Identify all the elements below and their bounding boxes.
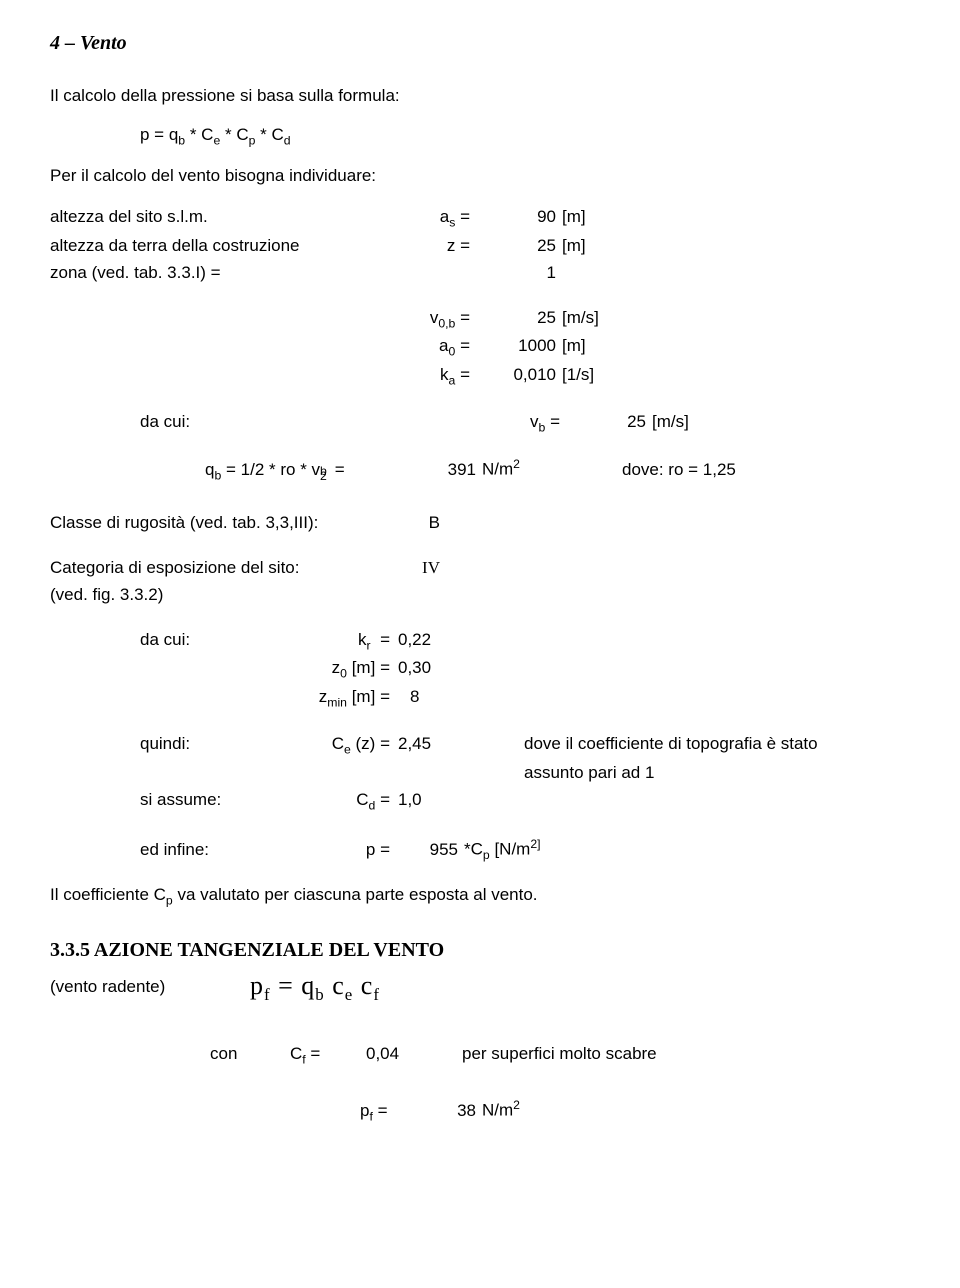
v0b-unit: [m/s] [562,305,622,334]
roughness-row: Classe di rugosità (ved. tab. 3,3,III): … [50,510,446,537]
intro-text-2: Per il calcolo del vento bisogna individ… [50,165,920,188]
a0-val: 1000 [476,333,562,362]
height-value: 25 [476,233,562,260]
kr-sym: kr = [270,627,398,656]
exposure-row: Categoria di esposizione del sito: IV (v… [50,555,446,609]
ce-sym: Ce (z) = [270,731,398,760]
section-335: 3.3.5 AZIONE TANGENZIALE DEL VENTO [50,937,920,964]
ce-val: 2,45 [398,731,464,760]
pf-val: 38 [426,1095,482,1127]
roughness-val: B [380,510,446,537]
ka-sym: ka = [400,362,476,391]
vento-radente-row: (vento radente) pf = qb ce cf [50,968,920,1007]
exposure-label2: (ved. fig. 3.3.2) [50,582,380,609]
qb-note: dove: ro = 1,25 [552,454,736,486]
ce-table: quindi: Ce (z) = 2,45 dove il coefficien… [140,731,818,816]
assume-label: si assume: [140,787,270,816]
section-335-title: 3.3.5 AZIONE TANGENZIALE DEL VENTO [50,937,920,964]
vb-sym: vb = [490,409,566,438]
qb-val: 391 [406,454,482,486]
kr-table: da cui: kr = 0,22 z0 [m] = 0,30 zmin [m]… [140,627,476,714]
zone-value: 1 [476,260,562,287]
z0-sym: z0 [m] = [270,655,398,684]
pressure-formula: p = qb * Ce * Cp * Cd [140,124,920,149]
infine-label: ed infine: [140,834,270,866]
altitude-sym: as = [410,204,476,233]
ce-note1: dove il coefficiente di topografia è sta… [464,731,818,760]
cd-val: 1,0 [398,787,464,816]
dacui-label: da cui: [50,409,490,438]
cf-val: 0,04 [366,1041,442,1070]
kr-dacui: da cui: [140,627,270,656]
vb-unit: [m/s] [652,409,712,438]
qb-formula-row: qb = 1/2 * ro * vb2 = 391 N/m2 dove: ro … [205,454,736,486]
ce-note2: assunto pari ad 1 [464,760,818,787]
cd-sym: Cd = [270,787,398,816]
ka-val: 0,010 [476,362,562,391]
pf-result-row: pf = 38 N/m2 [360,1095,542,1127]
pf-unit: N/m2 [482,1095,542,1127]
a0-unit: [m] [562,333,622,362]
pressure-result-row: ed infine: p = 955 *Cp [N/m2] [140,834,624,866]
pf-equation: pf = qb ce cf [250,968,380,1007]
v0b-sym: v0,b = [400,305,476,334]
cp-sentence: Il coefficiente Cp va valutato per ciasc… [50,884,920,909]
altitude-label: altezza del sito s.l.m. [50,204,410,233]
zmin-sym: zmin [m] = [270,684,398,713]
quindi-label: quindi: [140,731,270,760]
con-label: con [210,1041,290,1070]
vento-radente-label: (vento radente) [50,976,250,999]
section-heading: 4 – Vento [50,30,920,57]
v0b-val: 25 [476,305,562,334]
z0-val: 0,30 [398,655,476,684]
exposure-val: IV [380,555,446,582]
a0-sym: a0 = [400,333,476,362]
height-sym: z = [410,233,476,260]
roughness-label: Classe di rugosità (ved. tab. 3,3,III): [50,510,380,537]
qb-unit: N/m2 [482,454,552,486]
zone-label: zona (ved. tab. 3.3.I) = [50,260,410,287]
vb-val: 25 [566,409,652,438]
p-sym: p = [270,834,398,866]
wind-parameters-table: v0,b = 25 [m/s] a0 = 1000 [m] ka = 0,010… [400,305,622,392]
exposure-label1: Categoria di esposizione del sito: [50,555,380,582]
cf-note: per superfici molto scabre [442,1041,657,1070]
cf-row: con Cf = 0,04 per superfici molto scabre [210,1041,657,1070]
cf-sym: Cf = [290,1041,366,1070]
qb-expr: qb = 1/2 * ro * vb2 = [205,454,406,486]
height-label: altezza da terra della costruzione [50,233,410,260]
zmin-val: 8 [398,684,476,713]
altitude-unit: [m] [562,204,622,233]
height-unit: [m] [562,233,622,260]
altitude-value: 90 [476,204,562,233]
p-unit: *Cp [N/m2] [464,834,624,866]
intro-text-1: Il calcolo della pressione si basa sulla… [50,85,920,108]
input-parameters-table: altezza del sito s.l.m. as = 90 [m] alte… [50,204,622,287]
kr-val: 0,22 [398,627,476,656]
pf-sym: pf = [360,1095,426,1127]
p-val: 955 [398,834,464,866]
ka-unit: [1/s] [562,362,622,391]
vb-result-row: da cui: vb = 25 [m/s] [50,409,712,438]
